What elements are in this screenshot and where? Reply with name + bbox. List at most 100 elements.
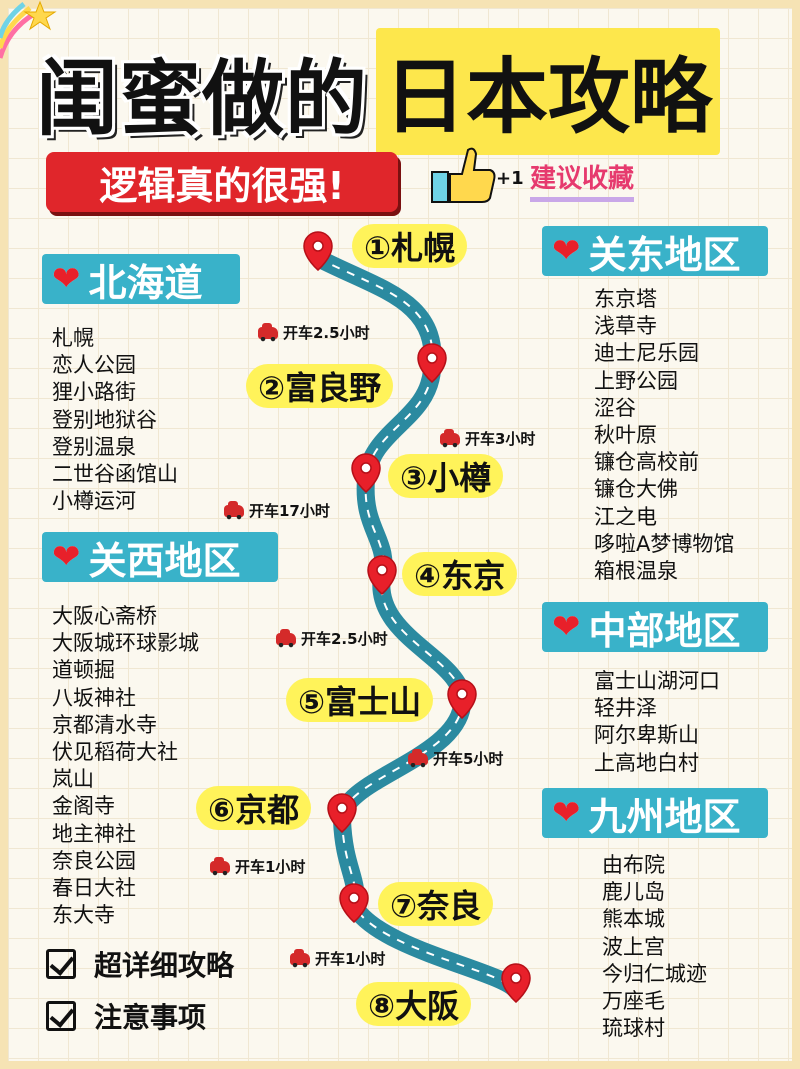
list-item: 秋叶原 (594, 423, 657, 448)
drive-time-5: 开车5小时 (408, 748, 503, 769)
stop-label-tokyo: ④东京 (402, 552, 518, 596)
heart-icon: ❤ (52, 259, 81, 299)
list-item: 春日大社 (52, 876, 136, 901)
pin-icon-3 (351, 453, 381, 493)
list-item: 箱根温泉 (594, 559, 678, 584)
heart-icon: ❤ (552, 607, 581, 647)
list-hokkaido: 札幌 恋人公园 狸小路街 登别地狱谷 登别温泉 二世谷函馆山 小樽运河 (52, 325, 178, 515)
pin-icon-8 (501, 963, 531, 1003)
stop-label-furano: ②富良野 (246, 364, 394, 408)
list-item: 札幌 (52, 326, 94, 350)
list-item: 上高地白村 (594, 750, 699, 775)
car-icon (224, 500, 244, 520)
list-chubu: 富士山湖河口 轻井泽 阿尔卑斯山 上高地白村 (594, 668, 720, 777)
list-item: 地主神社 (52, 821, 136, 846)
thumbs-up-icon: +1 (431, 147, 524, 203)
checklist-item-notes: 注意事项 (46, 996, 206, 1036)
list-item: 镰仓大佛 (594, 477, 678, 502)
checkbox-icon (46, 1001, 76, 1031)
list-item: 东大寺 (52, 903, 115, 928)
list-item: 八坂神社 (52, 685, 136, 710)
region-header-kansai: ❤ 关西地区 (42, 532, 278, 583)
stop-label-osaka: ⑧大阪 (356, 982, 472, 1026)
list-item: 镰仓高校前 (594, 450, 699, 475)
region-header-chubu: ❤ 中部地区 (542, 602, 768, 653)
heart-icon: ❤ (552, 793, 581, 833)
drive-time-4: 开车2.5小时 (276, 628, 388, 649)
list-kanto: 东京塔 浅草寺 迪士尼乐园 上野公园 涩谷 秋叶原 镰仓高校前 镰仓大佛 江之电… (594, 286, 734, 585)
pin-icon-7 (339, 883, 369, 923)
list-item: 东京塔 (594, 287, 657, 311)
list-item: 熊本城 (602, 907, 665, 932)
list-item: 浅草寺 (594, 314, 657, 339)
title-part1: 闺蜜做的 (36, 51, 369, 147)
list-item: 大阪心斋桥 (52, 604, 157, 628)
heart-icon: ❤ (52, 537, 81, 577)
drive-time-6: 开车1小时 (210, 856, 305, 877)
list-item: 江之电 (594, 504, 657, 529)
list-item: 阿尔卑斯山 (594, 723, 699, 748)
pin-icon-6 (327, 793, 357, 833)
car-icon (276, 628, 296, 648)
pin-icon-1 (303, 231, 333, 271)
region-header-kyushu: ❤ 九州地区 (542, 788, 768, 839)
list-item: 哆啦A梦博物馆 (594, 531, 735, 556)
list-item: 今归仁城迹 (602, 961, 707, 986)
checkbox-icon (46, 949, 76, 979)
stop-label-sapporo: ①札幌 (352, 224, 468, 268)
list-item: 波上宫 (602, 934, 665, 959)
pin-icon-4 (367, 555, 397, 595)
list-kyushu: 由布院 鹿儿岛 熊本城 波上宫 今归仁城迹 万座毛 琉球村 (602, 852, 707, 1042)
favorite-label: 建议收藏 (530, 158, 635, 202)
list-item: 登别地狱谷 (52, 407, 157, 432)
list-item: 恋人公园 (52, 353, 136, 378)
list-item: 万座毛 (602, 989, 665, 1014)
stop-label-fuji: ⑤富士山 (286, 678, 434, 722)
drive-time-2: 开车3小时 (440, 428, 535, 449)
list-item: 大阪城环球影城 (52, 631, 199, 656)
list-item: 涩谷 (594, 395, 636, 420)
car-icon (210, 856, 230, 876)
list-item: 二世谷函馆山 (52, 462, 178, 487)
list-item: 由布院 (602, 853, 665, 877)
list-item: 上野公园 (594, 368, 678, 393)
drive-time-3: 开车17小时 (224, 500, 330, 521)
list-kansai: 大阪心斋桥 大阪城环球影城 道顿掘 八坂神社 京都清水寺 伏见稻荷大社 岚山 金… (52, 603, 199, 929)
car-icon (290, 948, 310, 968)
list-item: 迪士尼乐园 (594, 341, 699, 366)
list-item: 京都清水寺 (52, 712, 157, 737)
car-icon (258, 322, 278, 342)
pin-icon-5 (447, 679, 477, 719)
subtitle-banner: 逻辑真的很强! (46, 152, 398, 212)
list-item: 奈良公园 (52, 848, 136, 873)
route-centerline (317, 257, 517, 991)
list-item: 伏见稻荷大社 (52, 740, 178, 765)
heart-icon: ❤ (552, 231, 581, 271)
list-item: 小樽运河 (52, 489, 136, 514)
region-header-hokkaido: ❤ 北海道 (42, 254, 240, 305)
list-item: 登别温泉 (52, 434, 136, 459)
title-part2: 日本攻略 (376, 27, 721, 155)
car-icon (440, 428, 460, 448)
pin-icon-2 (417, 343, 447, 383)
car-icon (408, 748, 428, 768)
list-item: 琉球村 (602, 1016, 665, 1041)
list-item: 金阁寺 (52, 794, 115, 819)
plus-one-text: +1 (496, 168, 524, 189)
rainbow-star-icon (0, 0, 57, 59)
list-item: 鹿儿岛 (602, 880, 665, 905)
stop-label-nara: ⑦奈良 (378, 882, 494, 926)
list-item: 富士山湖河口 (594, 669, 720, 693)
drive-time-1: 开车2.5小时 (258, 322, 370, 343)
drive-time-7: 开车1小时 (290, 948, 385, 969)
region-header-kanto: ❤ 关东地区 (542, 226, 768, 277)
page-title: 闺蜜做的 日本攻略 (36, 27, 772, 155)
list-item: 狸小路街 (52, 380, 136, 405)
list-item: 道顿掘 (52, 658, 115, 683)
list-item: 轻井泽 (594, 696, 657, 721)
checklist-item-guide: 超详细攻略 (46, 944, 234, 984)
list-item: 岚山 (52, 767, 94, 792)
stop-label-kyoto: ⑥京都 (196, 786, 312, 830)
stop-label-otaru: ③小樽 (388, 454, 504, 498)
